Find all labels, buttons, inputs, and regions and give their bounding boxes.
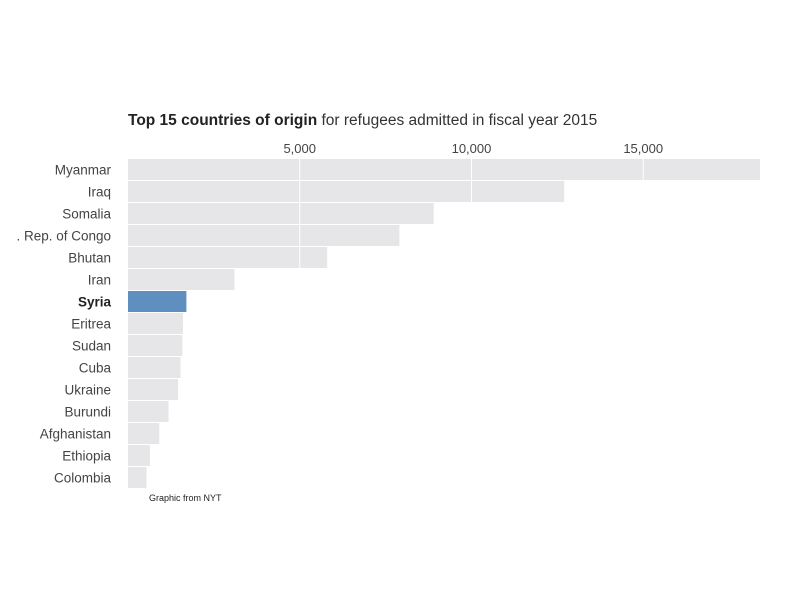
category-label: Syria bbox=[78, 295, 112, 310]
bar-somalia bbox=[128, 203, 434, 224]
bar-burundi bbox=[128, 401, 169, 422]
chart-title-rest: for refugees admitted in fiscal year 201… bbox=[317, 112, 598, 129]
category-label: Iran bbox=[88, 273, 111, 288]
bar-ethiopia bbox=[128, 445, 150, 466]
bar-eritrea bbox=[128, 313, 183, 334]
bar-myanmar bbox=[128, 159, 760, 180]
category-label: Burundi bbox=[64, 405, 111, 420]
bar-rep-of-congo bbox=[128, 225, 400, 246]
chart-title-bold: Top 15 countries of origin bbox=[128, 112, 318, 129]
chart-title: Top 15 countries of origin for refugees … bbox=[128, 112, 597, 130]
bar-colombia bbox=[128, 467, 147, 488]
category-label: Myanmar bbox=[55, 163, 112, 178]
category-label: Ukraine bbox=[64, 383, 111, 398]
bar-iraq bbox=[128, 181, 565, 202]
category-label: Bhutan bbox=[68, 251, 111, 266]
bar-afghanistan bbox=[128, 423, 160, 444]
category-label: Sudan bbox=[72, 339, 111, 354]
bar-syria bbox=[128, 291, 187, 312]
category-label: Colombia bbox=[54, 471, 112, 486]
x-tick-label: 10,000 bbox=[452, 141, 492, 156]
bar-cuba bbox=[128, 357, 181, 378]
category-label: Somalia bbox=[62, 207, 111, 222]
category-label: Ethiopia bbox=[62, 449, 111, 464]
category-label: Iraq bbox=[88, 185, 111, 200]
bar-bhutan bbox=[128, 247, 328, 268]
x-tick-label: 5,000 bbox=[283, 141, 316, 156]
category-label: Eritrea bbox=[71, 317, 111, 332]
category-label: Afghanistan bbox=[40, 427, 111, 442]
x-tick-label: 15,000 bbox=[623, 141, 663, 156]
category-label: . Rep. of Congo bbox=[16, 229, 111, 244]
bar-ukraine bbox=[128, 379, 179, 400]
source-note: Graphic from NYT bbox=[149, 493, 222, 503]
category-label: Cuba bbox=[79, 361, 112, 376]
bar-iran bbox=[128, 269, 235, 290]
bar-sudan bbox=[128, 335, 183, 356]
